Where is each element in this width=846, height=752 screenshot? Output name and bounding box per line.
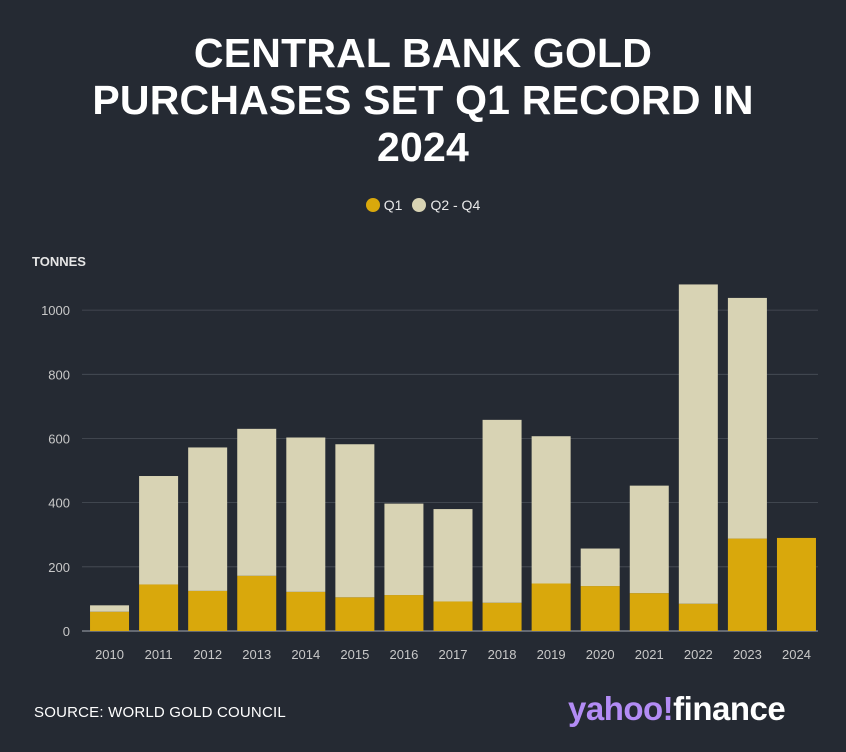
bar-q2-q4-2019 bbox=[531, 436, 571, 584]
logo-finance: finance bbox=[673, 690, 786, 727]
x-tick-label-2020: 2020 bbox=[586, 647, 615, 662]
bar-q1-2023 bbox=[727, 538, 767, 631]
legend-item-q2-q4: Q2 - Q4 bbox=[412, 197, 480, 213]
x-tick-label-2015: 2015 bbox=[340, 647, 369, 662]
y-tick-label: 600 bbox=[48, 431, 70, 446]
legend-item-q1: Q1 bbox=[365, 197, 403, 213]
x-tick-label-2016: 2016 bbox=[389, 647, 418, 662]
x-tick-labels: 2010 2011 2012 2013 2014 2015 2016 2017 2018 2019… bbox=[95, 647, 811, 662]
logo-yahoo: yahoo! bbox=[568, 690, 674, 727]
bar-q2-q4-2014 bbox=[286, 437, 326, 592]
bar-q2-q4-2011 bbox=[139, 476, 179, 585]
title-line-1: CENTRAL BANK GOLD bbox=[193, 30, 653, 76]
y-tick-label: 800 bbox=[48, 367, 70, 382]
x-tick-label-2012: 2012 bbox=[193, 647, 222, 662]
legend-label-q1: Q1 bbox=[383, 197, 403, 213]
bar-q1-2019 bbox=[531, 583, 571, 631]
x-tick-label-2011: 2011 bbox=[145, 647, 173, 662]
x-tick-label-2022: 2022 bbox=[684, 647, 713, 662]
source-note: SOURCE: WORLD GOLD COUNCIL bbox=[34, 704, 286, 721]
bar-q1-2020 bbox=[580, 586, 620, 631]
legend-label-q2-q4: Q2 - Q4 bbox=[430, 197, 481, 213]
x-tick-label-2010: 2010 bbox=[95, 647, 124, 662]
bar-q2-q4-2017 bbox=[433, 509, 473, 602]
x-tick-label-2019: 2019 bbox=[537, 647, 566, 662]
bar-q1-2022 bbox=[678, 603, 718, 631]
bar-q1-2024 bbox=[776, 537, 816, 631]
chart-title: CENTRAL BANK GOLD PURCHASES SET Q1 RECOR… bbox=[40, 30, 806, 171]
bar-q1-2017 bbox=[433, 601, 473, 631]
bar-q1-2013 bbox=[237, 575, 277, 631]
x-tick-label-2023: 2023 bbox=[733, 647, 762, 662]
y-tick-label: 1000 bbox=[41, 303, 70, 318]
y-tick-label: 400 bbox=[48, 496, 70, 511]
y-tick-label: 200 bbox=[48, 560, 70, 575]
bar-q2-q4-2021 bbox=[629, 485, 669, 594]
bar-q1-2015 bbox=[335, 597, 375, 631]
bar-q1-2018 bbox=[482, 602, 522, 631]
bar-q2-q4-2012 bbox=[188, 447, 228, 591]
bar-q2-q4-2013 bbox=[237, 428, 277, 576]
bar-q1-2014 bbox=[286, 591, 326, 631]
legend: Q1 Q2 - Q4 bbox=[0, 197, 846, 213]
bar-q2-q4-2010 bbox=[90, 605, 130, 612]
x-tick-label-2021: 2021 bbox=[635, 647, 664, 662]
title-line-3: 2024 bbox=[376, 124, 469, 170]
bars bbox=[90, 284, 816, 631]
y-axis-label: TONNES bbox=[32, 254, 86, 269]
bar-q2-q4-2018 bbox=[482, 419, 522, 603]
bar-q2-q4-2016 bbox=[384, 503, 424, 596]
x-tick-label-2017: 2017 bbox=[439, 647, 468, 662]
bar-q1-2011 bbox=[139, 584, 179, 631]
yahoo-finance-logo: yahoo!finance bbox=[568, 690, 786, 728]
legend-swatch-q2-q4 bbox=[412, 198, 427, 212]
legend-swatch-q1 bbox=[365, 198, 380, 212]
bar-q2-q4-2015 bbox=[335, 444, 375, 598]
bar-q2-q4-2023 bbox=[727, 297, 767, 539]
x-tick-label-2014: 2014 bbox=[291, 647, 320, 662]
x-tick-label-2024: 2024 bbox=[782, 647, 811, 662]
title-line-2: PURCHASES SET Q1 RECORD IN bbox=[92, 77, 754, 123]
x-tick-label-2018: 2018 bbox=[488, 647, 517, 662]
y-tick-labels: 0 200 400 600 800 1000 bbox=[41, 303, 70, 639]
y-tick-label: 0 bbox=[63, 624, 70, 639]
bar-q1-2021 bbox=[629, 593, 669, 631]
bar-q2-q4-2020 bbox=[580, 548, 620, 587]
bar-q1-2016 bbox=[384, 595, 424, 631]
bar-q1-2012 bbox=[188, 590, 228, 631]
bar-q1-2010 bbox=[90, 611, 130, 631]
x-tick-label-2013: 2013 bbox=[242, 647, 271, 662]
bar-q2-q4-2022 bbox=[678, 284, 718, 604]
